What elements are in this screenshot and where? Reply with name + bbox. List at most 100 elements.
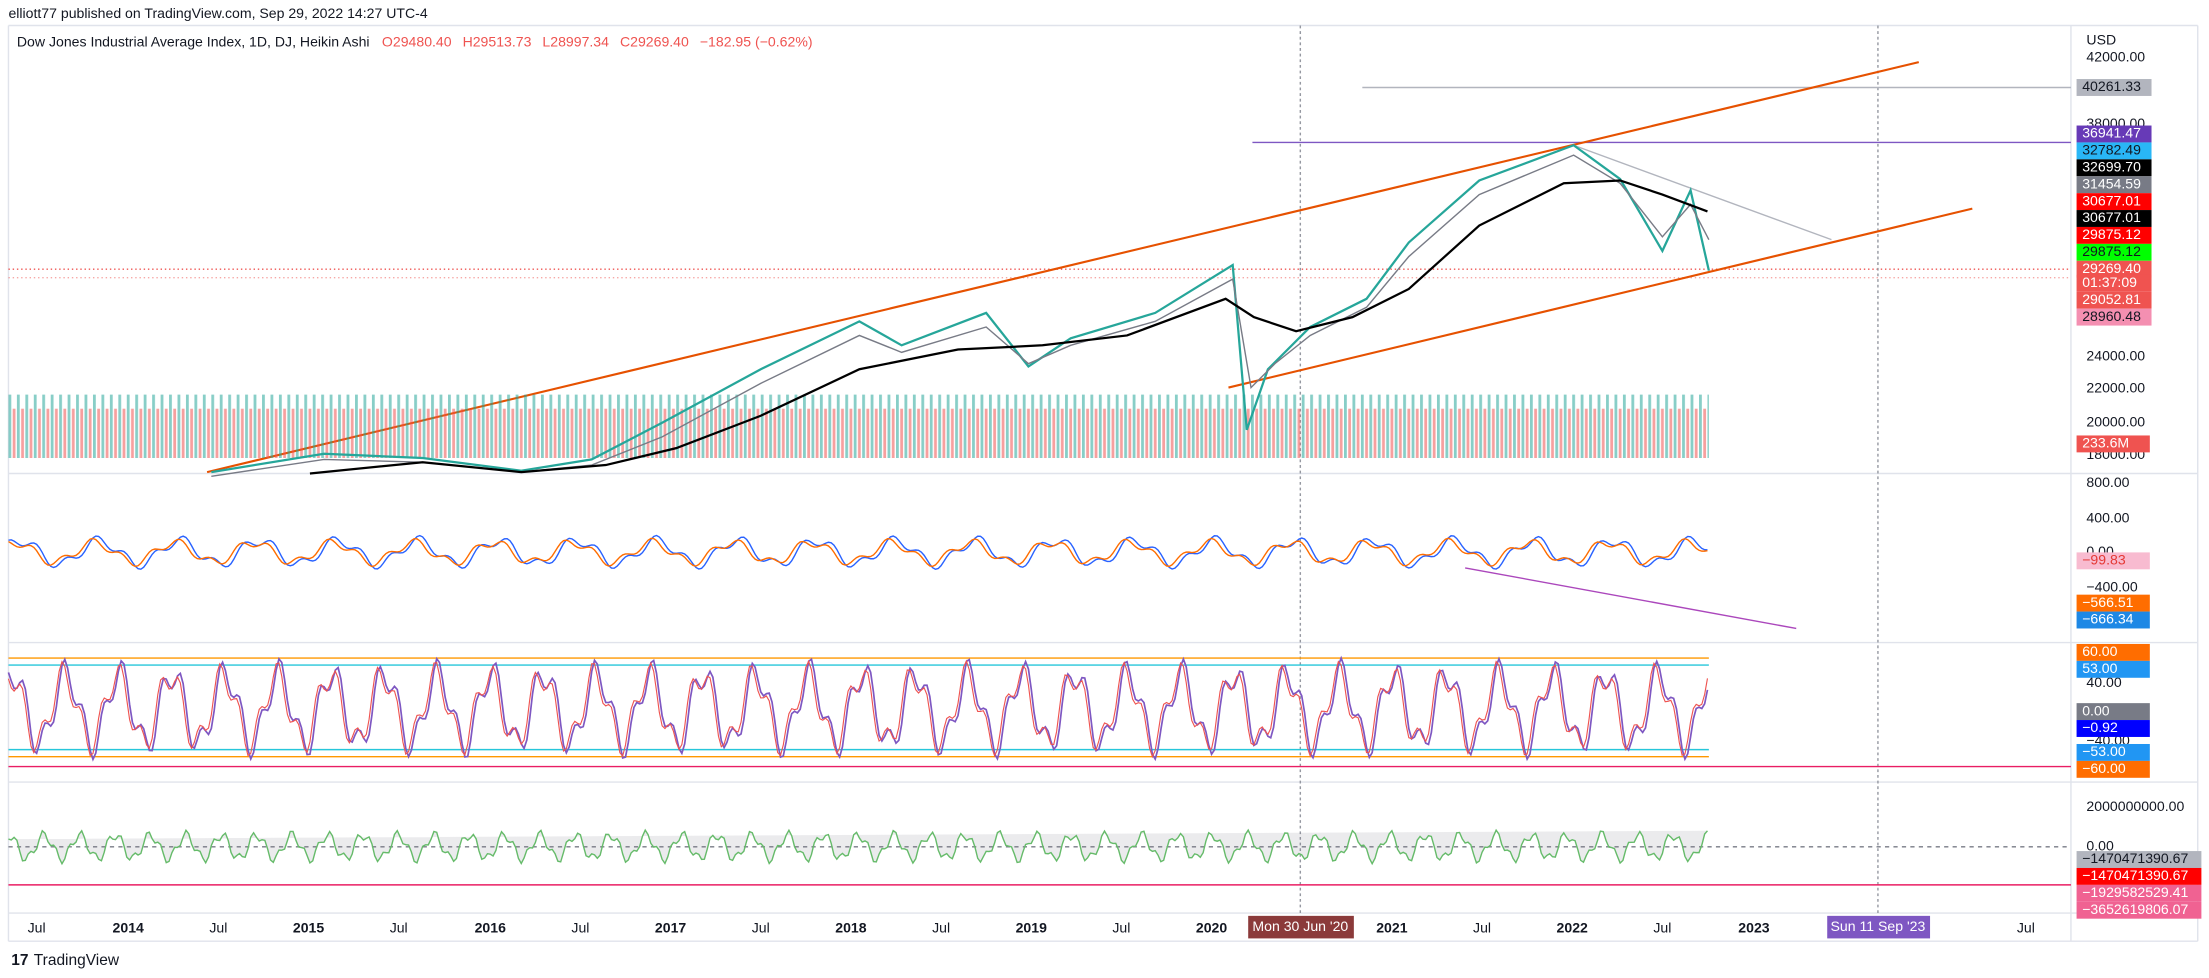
price-badge-label: −1470471390.67	[2082, 867, 2188, 883]
price-badge-label: 53.00	[2082, 660, 2117, 676]
price-badge	[2076, 274, 2152, 292]
logo: 17	[11, 952, 28, 969]
price-badge-label: −99.83	[2082, 552, 2126, 568]
price-badge-label: 60.00	[2082, 643, 2117, 659]
axis-label: 400.00	[2086, 509, 2129, 525]
time-label: Jul	[1473, 919, 1491, 935]
rsi-levels	[8, 657, 2071, 768]
time-label: 2021	[1376, 919, 1407, 935]
time-label: Jul	[209, 919, 227, 935]
price-badge-label: 29052.81	[2082, 291, 2141, 307]
time-label: Jul	[2017, 919, 2035, 935]
axis-label: −400.00	[2086, 578, 2137, 594]
legend: Dow Jones Industrial Average Index, 1D, …	[17, 33, 813, 49]
axis-label: 20000.00	[2086, 414, 2145, 430]
price-badge-label: 29269.40	[2082, 260, 2141, 276]
price-badge-label: −60.00	[2082, 760, 2126, 776]
price-badge-label: 36941.47	[2082, 125, 2141, 141]
time-label: 2017	[655, 919, 686, 935]
price-badge-label: 40261.33	[2082, 78, 2141, 94]
price-badge	[2076, 243, 2152, 261]
price-badge	[2076, 79, 2152, 96]
price-badge	[2076, 552, 2150, 570]
price-badge	[2076, 660, 2150, 678]
price-badge	[2076, 260, 2152, 278]
price-badge	[2076, 643, 2150, 661]
price-badge-label: 01:37:09	[2082, 274, 2137, 290]
high: H29513.73	[463, 33, 532, 49]
price-badge-label: 28960.48	[2082, 308, 2141, 324]
moving-average	[211, 154, 1710, 478]
currency: USD	[2086, 32, 2116, 48]
time-label: Jul	[1112, 919, 1130, 935]
price-badge-label: 29875.12	[2082, 243, 2141, 259]
price-badge	[2076, 125, 2152, 143]
price-badge	[2076, 611, 2150, 629]
price-badge-label: 29875.12	[2082, 226, 2141, 242]
price-badge-label: −53.00	[2082, 743, 2126, 759]
price-badge	[2076, 176, 2152, 194]
trend-line	[1573, 144, 1832, 241]
main-drawings	[8, 25, 2071, 914]
price-badge-label: −0.92	[2082, 719, 2118, 735]
time-label: 2020	[1196, 919, 1227, 935]
price-badge-label: −566.51	[2082, 594, 2133, 610]
price-badge-label: −666.34	[2082, 611, 2133, 627]
price-candles	[211, 143, 1710, 474]
cursor-date: Sun 11 Sep '23	[1831, 918, 1926, 934]
signal-line	[8, 537, 1708, 568]
macd-line	[8, 534, 1708, 571]
time-label: Jul	[752, 919, 770, 935]
crosshair-date: Mon 30 Jun '20	[1252, 918, 1348, 934]
trend-line	[1465, 567, 1797, 630]
time-label: Jul	[932, 919, 950, 935]
time-label: 2019	[1016, 919, 1047, 935]
time-label: 2023	[1738, 919, 1769, 935]
price-badge-label: 30677.01	[2082, 192, 2141, 208]
channel-lower	[1228, 207, 1973, 389]
pane-frame	[7, 24, 2199, 942]
low: L28997.34	[542, 33, 609, 49]
time-label: 2022	[1557, 919, 1588, 935]
price-badge	[2076, 193, 2152, 211]
time-label: 2016	[475, 919, 506, 935]
axis-label: 800.00	[2086, 474, 2129, 490]
price-badge	[2076, 594, 2150, 612]
open: O29480.40	[382, 33, 452, 49]
price-badge	[2076, 720, 2150, 737]
axis-label: 42000.00	[2086, 49, 2145, 65]
price-badge	[2076, 901, 2202, 919]
price-badge-label: 32699.70	[2082, 159, 2141, 175]
time-label: Jul	[571, 919, 589, 935]
crosshair-badge	[1248, 915, 1354, 939]
price-badge	[2076, 760, 2150, 778]
axis-label: 0.00	[2086, 838, 2114, 854]
price-badge-label: 32782.49	[2082, 142, 2141, 158]
axis-label: 24000.00	[2086, 347, 2145, 363]
publisher: elliott77 published on TradingView.com, …	[8, 5, 427, 21]
axis-label: 22000.00	[2086, 380, 2145, 396]
price-badge	[2076, 851, 2202, 868]
time-label: 2018	[835, 919, 866, 935]
price-badge	[2076, 308, 2152, 326]
price-badge-label: −1929582529.41	[2082, 884, 2188, 900]
time-label: Jul	[1653, 919, 1671, 935]
price-badge	[2076, 743, 2150, 761]
volume	[8, 380, 1709, 473]
price-badge	[2076, 291, 2152, 309]
moving-average-200	[309, 179, 1708, 475]
price-badge-label: 0.00	[2082, 702, 2110, 718]
cursor-badge	[1827, 915, 1931, 939]
price-badge-label: 31454.59	[2082, 175, 2141, 191]
close: C29269.40	[620, 33, 689, 49]
time-label: 2015	[293, 919, 324, 935]
price-badge-label: −1470471390.67	[2082, 850, 2188, 866]
axis-label: 2000000000.00	[2086, 798, 2184, 814]
symbol: Dow Jones Industrial Average Index, 1D, …	[17, 33, 370, 49]
brand: TradingView	[34, 952, 120, 969]
price-badge	[2076, 435, 2150, 453]
price-badge	[2076, 210, 2152, 227]
price-badge	[2076, 884, 2202, 902]
